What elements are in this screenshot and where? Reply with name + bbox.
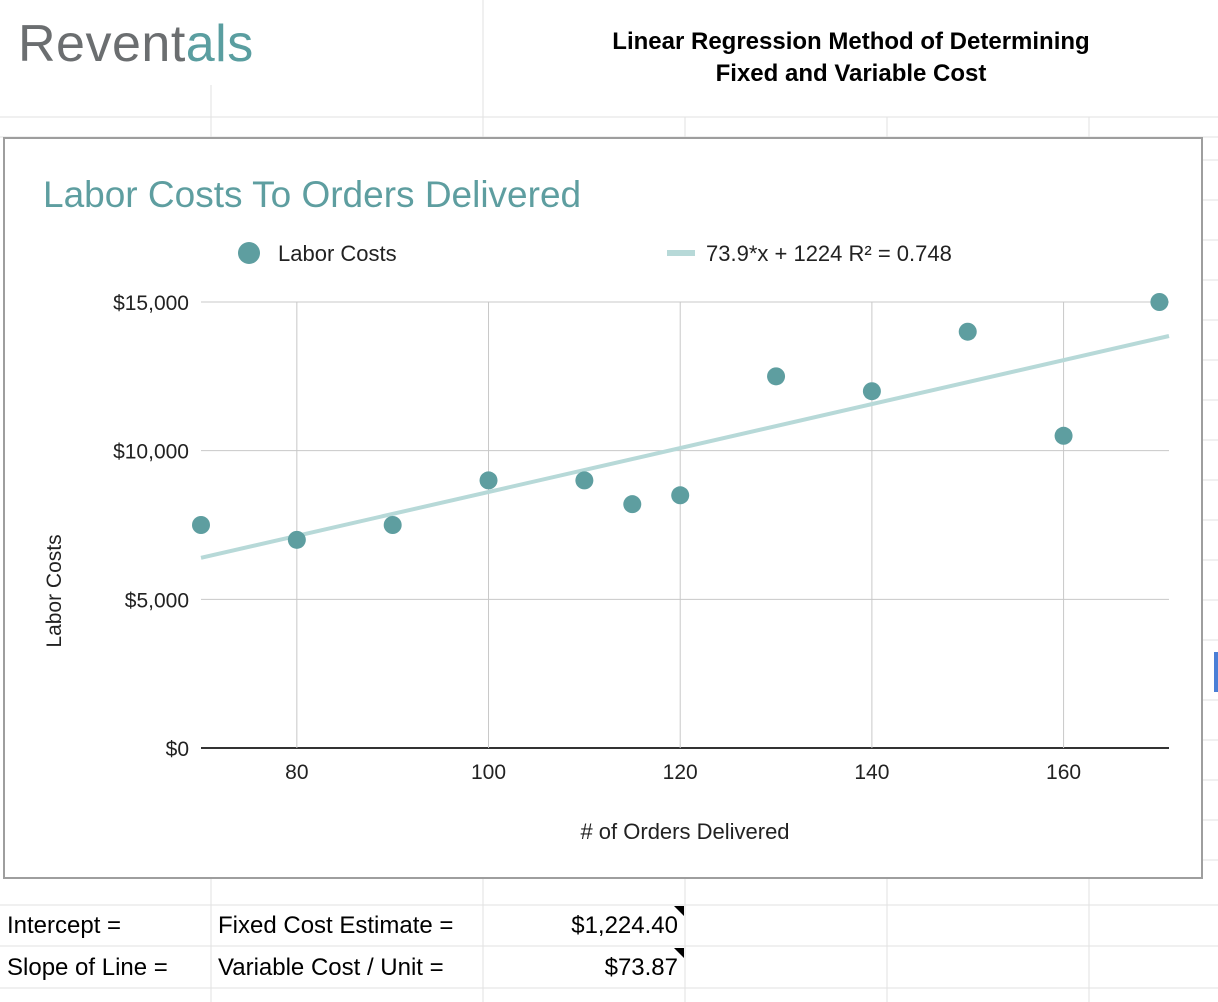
- fixed-cost-value[interactable]: $1,224.40: [571, 912, 678, 939]
- y-tick-label: $15,000: [113, 292, 189, 315]
- trendline: [200, 334, 1170, 560]
- data-point[interactable]: [192, 516, 210, 534]
- data-point[interactable]: [575, 471, 594, 490]
- data-point[interactable]: [1150, 293, 1169, 311]
- scatter-chart: Labor Costs To Orders Delivered Labor Co…: [43, 174, 1170, 844]
- data-point[interactable]: [623, 495, 642, 514]
- variable-cost-value[interactable]: $73.87: [604, 954, 678, 981]
- comment-indicator[interactable]: [674, 906, 684, 916]
- x-tick-label: 160: [1046, 761, 1081, 784]
- legend-label-trendline: 73.9*x + 1224 R² = 0.748: [706, 241, 952, 266]
- data-point[interactable]: [671, 486, 690, 505]
- legend-marker-trendline: [667, 250, 695, 256]
- y-axis-ticks: $0 $5,000 $10,000 $15,000: [113, 292, 189, 761]
- variable-cost-label: Variable Cost / Unit =: [218, 954, 444, 981]
- legend-label-labor-costs: Labor Costs: [278, 241, 397, 266]
- x-axis-ticks: 80 100 120 140 160: [285, 761, 1081, 784]
- data-point[interactable]: [383, 516, 402, 534]
- x-tick-label: 100: [471, 761, 506, 784]
- trendline-group: [200, 334, 1170, 560]
- x-axis-label: # of Orders Delivered: [580, 819, 789, 844]
- chart-gridlines: [201, 301, 1169, 749]
- data-point[interactable]: [479, 471, 498, 490]
- data-point[interactable]: [1054, 426, 1073, 445]
- x-tick-label: 140: [854, 761, 889, 784]
- legend-marker-labor-costs: [238, 242, 260, 264]
- y-tick-label: $0: [166, 738, 189, 761]
- sheet-title: Linear Regression Method of Determining …: [612, 28, 1090, 87]
- chart-title: Labor Costs To Orders Delivered: [43, 174, 581, 215]
- x-tick-label: 120: [663, 761, 698, 784]
- logo-text-teal: als: [185, 15, 254, 73]
- data-points: [192, 293, 1169, 549]
- data-point[interactable]: [958, 322, 977, 341]
- intercept-label: Intercept =: [7, 912, 122, 939]
- logo-text-gray: Revent: [18, 15, 186, 73]
- data-point[interactable]: [287, 530, 306, 549]
- comment-indicator[interactable]: [674, 948, 684, 958]
- fixed-cost-label: Fixed Cost Estimate =: [218, 912, 454, 939]
- slope-label: Slope of Line =: [7, 954, 168, 981]
- data-point[interactable]: [767, 367, 786, 386]
- reventals-logo: Reventals: [18, 8, 254, 80]
- y-axis-label: Labor Costs: [43, 534, 66, 647]
- data-point[interactable]: [862, 382, 881, 401]
- y-tick-label: $5,000: [125, 589, 189, 612]
- y-tick-label: $10,000: [113, 441, 189, 464]
- chart-legend: Labor Costs 73.9*x + 1224 R² = 0.748: [238, 241, 952, 266]
- x-tick-label: 80: [285, 761, 308, 784]
- chart-container[interactable]: Labor Costs To Orders Delivered Labor Co…: [3, 137, 1203, 879]
